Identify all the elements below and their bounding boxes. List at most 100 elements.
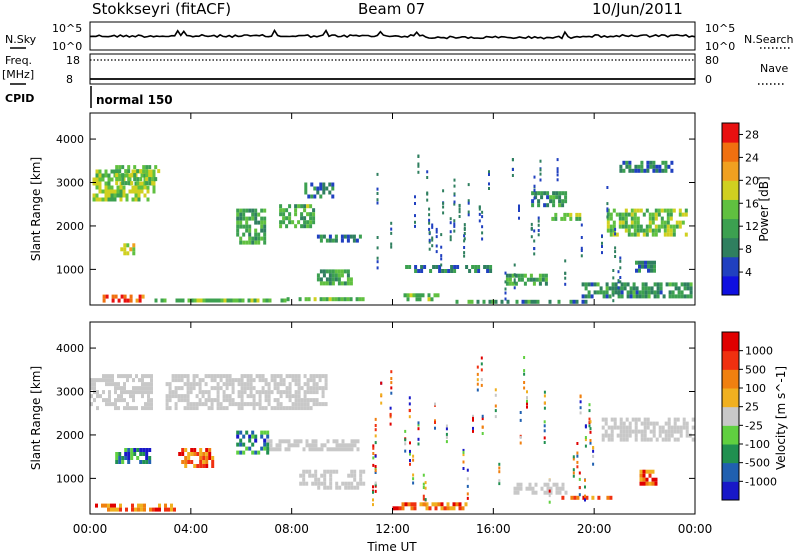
echo-cell <box>140 173 144 178</box>
echo-cell <box>663 228 667 233</box>
echo-cell <box>653 282 657 287</box>
echo-cell <box>204 374 208 379</box>
echo-cell <box>303 382 307 387</box>
echo-cell <box>123 247 127 252</box>
echo-cell <box>285 394 289 399</box>
echo-cell <box>303 208 307 213</box>
echo-cell <box>442 189 445 193</box>
echo-cell <box>145 169 149 174</box>
echo-cell <box>231 402 235 407</box>
echo-cell <box>580 249 583 252</box>
echo-cell <box>216 390 220 395</box>
echo-cell <box>689 282 693 287</box>
echo-cell <box>572 299 576 304</box>
echo-cell <box>196 452 200 456</box>
echo-cell <box>362 481 366 486</box>
echo-cell <box>466 477 469 481</box>
echo-cell <box>481 414 484 418</box>
echo-cell <box>392 506 396 511</box>
echo-cell <box>584 438 587 442</box>
echo-cell <box>481 425 484 429</box>
echo-cell <box>328 234 332 239</box>
echo-cell <box>228 402 232 407</box>
echo-cell <box>255 402 259 407</box>
echo-cell <box>481 215 484 219</box>
echo-cell <box>248 216 252 221</box>
echo-cell <box>114 402 117 407</box>
echo-cell <box>606 220 610 225</box>
echo-cell <box>427 293 431 298</box>
echo-cell <box>576 465 579 469</box>
echo-cell <box>309 398 313 403</box>
echo-cell <box>645 232 649 237</box>
echo-cell <box>533 247 536 251</box>
echo-cell <box>238 298 242 303</box>
echo-cell <box>673 437 677 442</box>
echo-cell <box>93 398 96 403</box>
echo-cell <box>513 490 517 495</box>
echo-cell <box>659 282 663 287</box>
echo-cell <box>145 448 149 452</box>
echo-cell <box>325 281 329 286</box>
echo-cell <box>584 286 588 291</box>
echo-cell <box>329 447 333 452</box>
echo-cell <box>193 464 197 468</box>
echo-cell <box>425 506 429 511</box>
echo-cell <box>628 425 632 430</box>
echo-cell <box>644 294 648 299</box>
echo-cell <box>676 417 680 422</box>
echo-cell <box>428 221 431 225</box>
echo-cell <box>449 235 452 239</box>
echo-cell <box>325 186 329 191</box>
power-panel-frame <box>89 112 696 306</box>
echo-cell <box>632 294 636 299</box>
echo-cell <box>389 412 392 416</box>
echo-cell <box>243 390 247 395</box>
echo-cell <box>307 194 311 199</box>
echo-cell <box>652 168 656 173</box>
echo-cell <box>116 185 120 190</box>
echo-cell <box>335 443 339 448</box>
echo-cell <box>588 417 591 421</box>
echo-cell <box>376 187 379 191</box>
echo-cell <box>592 454 595 458</box>
echo-cell <box>312 390 316 395</box>
echo-cell <box>340 238 344 243</box>
echo-cell <box>125 193 129 198</box>
echo-cell <box>140 185 144 190</box>
echo-cell <box>322 190 326 195</box>
echo-cell <box>689 294 693 299</box>
echo-cell <box>654 232 658 237</box>
echo-cell <box>328 238 332 243</box>
echo-cell <box>356 439 360 444</box>
echo-cell <box>651 212 655 217</box>
echo-cell <box>628 160 632 165</box>
echo-cell <box>196 298 200 303</box>
echo-cell <box>136 177 140 182</box>
echo-cell <box>134 181 138 186</box>
echo-cell <box>147 382 150 387</box>
echo-cell <box>483 265 487 269</box>
echo-cell <box>670 168 674 173</box>
echo-cell <box>294 390 298 395</box>
echo-cell <box>679 433 683 438</box>
echo-cell <box>679 429 683 434</box>
echo-cell <box>533 252 536 256</box>
echo-cell <box>268 298 272 303</box>
echo-cell <box>537 223 540 227</box>
echo-cell <box>663 208 667 213</box>
echo-cell <box>242 232 246 237</box>
echo-cell <box>117 406 120 411</box>
echo-cell <box>561 199 565 204</box>
echo-cell <box>614 246 617 250</box>
echo-cell <box>458 502 462 507</box>
echo-cell <box>664 421 668 426</box>
echo-cell <box>246 378 250 383</box>
echo-cell <box>284 447 288 452</box>
echo-cell <box>135 406 138 411</box>
echo-cell <box>239 240 243 245</box>
echo-cell <box>346 234 350 239</box>
echo-cell <box>435 244 438 248</box>
echo-cell <box>648 481 652 486</box>
